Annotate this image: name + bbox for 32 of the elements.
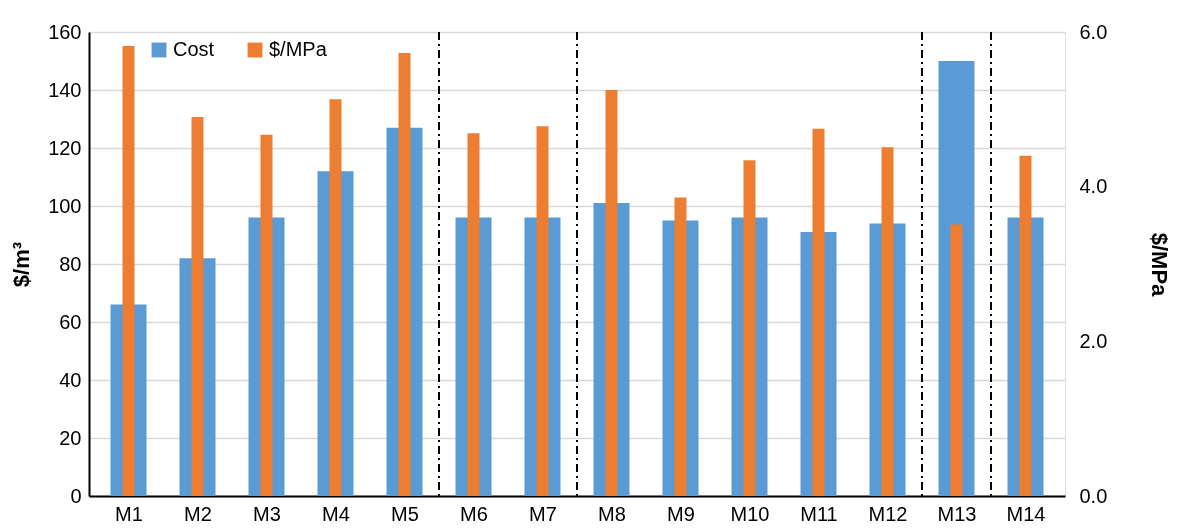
x-tick-label: M10 xyxy=(730,502,770,525)
x-tick-label: M12 xyxy=(868,502,908,525)
y-tick-label: 120 xyxy=(48,136,82,159)
y-tick-label: 100 xyxy=(48,194,82,217)
y-tick-label: 20 xyxy=(59,426,82,449)
y-axis-title: $/m³ xyxy=(9,241,35,288)
x-tick-label: M11 xyxy=(800,502,838,525)
x-tick-label: M2 xyxy=(184,502,212,525)
y-tick-label: 60 xyxy=(59,310,82,333)
x-tick-label: M1 xyxy=(115,502,143,525)
y-tick-label: 160 xyxy=(48,20,82,43)
y2-tick-label: 0.0 xyxy=(1079,484,1108,507)
x-tick-label: M8 xyxy=(598,502,626,525)
y2-tick-label: 2.0 xyxy=(1079,329,1108,352)
x-tick-label: M4 xyxy=(322,502,350,525)
y-tick-label: 40 xyxy=(59,368,82,391)
x-tick-label: M6 xyxy=(460,502,488,525)
x-tick-label: M9 xyxy=(667,502,695,525)
x-tick-label: M5 xyxy=(391,502,419,525)
y2-axis-title: $/MPa xyxy=(1147,232,1173,298)
x-tick-label: M3 xyxy=(253,502,281,525)
y2-tick-label: 6.0 xyxy=(1079,20,1108,43)
x-tick-label: M13 xyxy=(937,502,977,525)
bar xyxy=(950,224,963,496)
legend-label: Cost xyxy=(173,38,215,60)
x-tick-label: M7 xyxy=(529,502,557,525)
y-tick-label: 80 xyxy=(59,252,82,275)
y-tick-label: 140 xyxy=(48,78,82,101)
y2-tick-label: 4.0 xyxy=(1079,175,1108,198)
legend-label: $/MPa xyxy=(269,38,328,60)
y-tick-label: 0 xyxy=(70,484,82,507)
x-tick-label: M14 xyxy=(1006,502,1046,525)
